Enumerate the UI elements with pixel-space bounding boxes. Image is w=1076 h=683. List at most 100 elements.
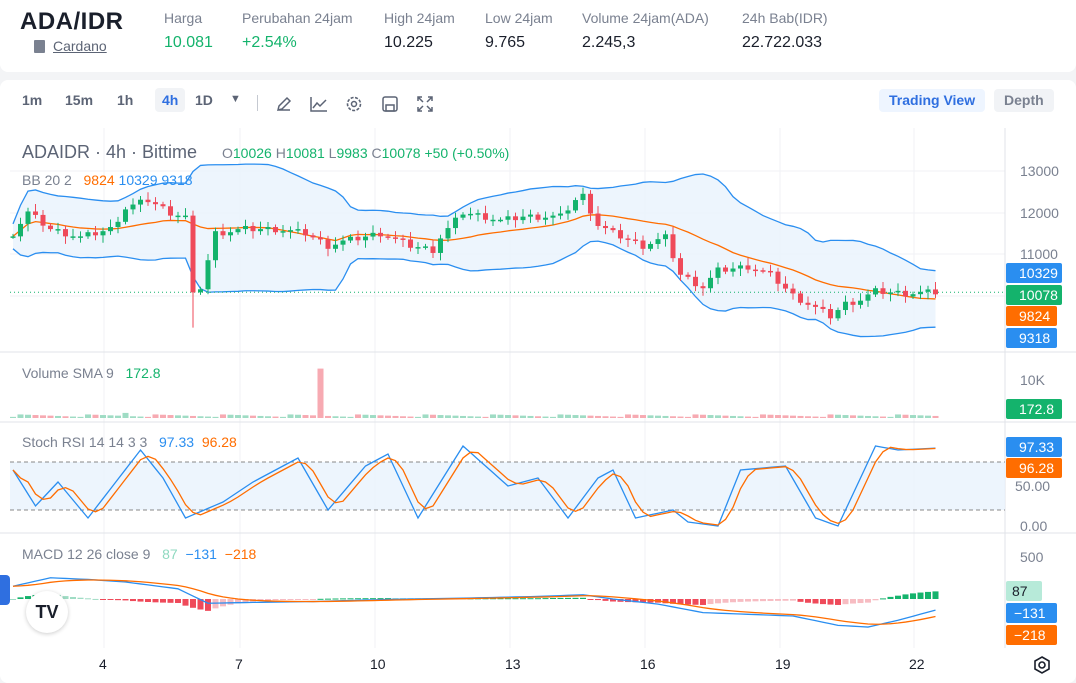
candle-body <box>393 237 398 239</box>
volume-bar <box>715 415 721 418</box>
candle-body <box>850 301 856 305</box>
volume-bar <box>512 415 519 418</box>
macd-histogram-bar <box>137 599 144 602</box>
candle-body <box>183 215 188 218</box>
volume-bar <box>775 415 781 418</box>
macd-histogram-bar <box>310 599 316 600</box>
gear-icon[interactable] <box>344 94 364 114</box>
volume-bar <box>430 414 436 418</box>
candle-body <box>805 302 811 305</box>
volume-legend: Volume SMA 9 172.8 <box>22 365 161 381</box>
volume-bar <box>25 414 31 418</box>
macd-histogram-bar <box>197 599 204 610</box>
interval-4h[interactable]: 4h <box>155 88 186 112</box>
stat-value: 2.245,3 <box>582 34 636 51</box>
bb-legend: BB 20 2 9824 10329 9318 <box>22 172 193 188</box>
macd-histogram-bar <box>302 599 309 600</box>
save-icon[interactable] <box>380 94 400 114</box>
candle-body <box>648 243 653 249</box>
macd-histogram-bar <box>100 599 106 600</box>
volume-bar <box>580 415 586 418</box>
volume-bar <box>692 414 699 418</box>
volume-bar <box>332 416 339 418</box>
volume-bar <box>32 415 39 418</box>
stoch-k-line <box>12 445 936 527</box>
macd-histogram-bar <box>670 599 676 604</box>
fullscreen-icon[interactable] <box>415 94 435 114</box>
candle-body <box>438 238 443 253</box>
volume-bar <box>437 415 444 418</box>
volume-bar <box>625 414 631 418</box>
chevron-down-icon[interactable]: ▼ <box>230 93 241 105</box>
candle-body <box>250 225 256 232</box>
candle-body <box>423 246 428 248</box>
volume-bar <box>722 415 729 418</box>
candle-body <box>655 239 661 244</box>
coin-link[interactable]: Cardano <box>34 38 107 54</box>
candle-body <box>498 219 503 222</box>
candle-body <box>78 236 83 238</box>
tradingview-logo[interactable]: TV <box>26 591 68 633</box>
macd-line-tag: −131 <box>1006 603 1057 623</box>
candle-body <box>610 228 616 231</box>
candle-body <box>820 306 826 309</box>
price-chart[interactable] <box>0 128 1076 683</box>
tab-depth[interactable]: Depth <box>994 89 1054 112</box>
interval-1D[interactable]: 1D <box>195 92 213 108</box>
indicator-icon[interactable] <box>309 94 329 114</box>
volume-bar <box>347 416 354 418</box>
candle-body <box>730 268 736 272</box>
volume-bar <box>827 414 834 418</box>
macd-histogram-bar <box>542 598 549 600</box>
volume-bar <box>257 415 264 418</box>
candle-body <box>738 265 743 269</box>
volume-bar <box>520 415 526 418</box>
candle-body <box>858 300 863 305</box>
candle-body <box>835 310 841 319</box>
date-tick: 13 <box>505 656 521 672</box>
candle-body <box>190 215 196 293</box>
macd-histogram-bar <box>895 595 901 599</box>
interval-15m[interactable]: 15m <box>65 92 94 108</box>
candle-body <box>760 270 766 272</box>
bb-upper-tag: 10329 <box>1006 263 1062 283</box>
candle-body <box>753 269 758 272</box>
macd-histogram-bar <box>505 598 511 600</box>
macd-histogram-bar <box>205 599 211 611</box>
volume-bar <box>415 416 421 418</box>
macd-histogram-bar <box>640 599 646 603</box>
volume-bar <box>62 416 69 418</box>
candle-body <box>723 267 728 272</box>
candle-body <box>213 231 218 261</box>
candle-body <box>550 215 556 218</box>
candle-body <box>888 292 893 294</box>
ticker-header: ADA/IDR Cardano Harga 10.081 Perubahan 24j… <box>0 0 1076 72</box>
side-panel-toggle[interactable] <box>0 575 10 605</box>
stat-value: +2.54% <box>242 34 297 51</box>
candle-body <box>618 230 623 239</box>
tab-trading-view[interactable]: Trading View <box>879 89 986 112</box>
macd-histogram-bar <box>752 599 759 602</box>
candle-body <box>865 294 871 301</box>
pencil-icon[interactable] <box>274 94 294 114</box>
volume-bar <box>857 415 864 418</box>
settings-hex-icon[interactable] <box>1032 655 1052 675</box>
volume-bar <box>475 416 481 418</box>
stat-4: Volume 24jam(ADA) 2.245,3 <box>582 10 709 52</box>
volume-bar <box>10 416 16 418</box>
volume-bar <box>565 414 571 418</box>
interval-1m[interactable]: 1m <box>22 92 43 108</box>
volume-tick: 10K <box>1020 372 1045 388</box>
candle-body <box>205 260 211 290</box>
volume-bar <box>407 416 414 418</box>
stat-label: Perubahan 24jam <box>242 10 353 26</box>
volume-bar <box>647 415 654 418</box>
macd-hist-tag: 87 <box>1006 581 1042 601</box>
volume-bar <box>925 415 931 418</box>
volume-bar <box>880 416 886 418</box>
interval-1h[interactable]: 1h <box>117 92 134 108</box>
chart-panel <box>0 80 1076 683</box>
stoch-k-tag: 97.33 <box>1006 437 1062 457</box>
candle-body <box>280 231 286 233</box>
volume-bar <box>377 415 384 418</box>
